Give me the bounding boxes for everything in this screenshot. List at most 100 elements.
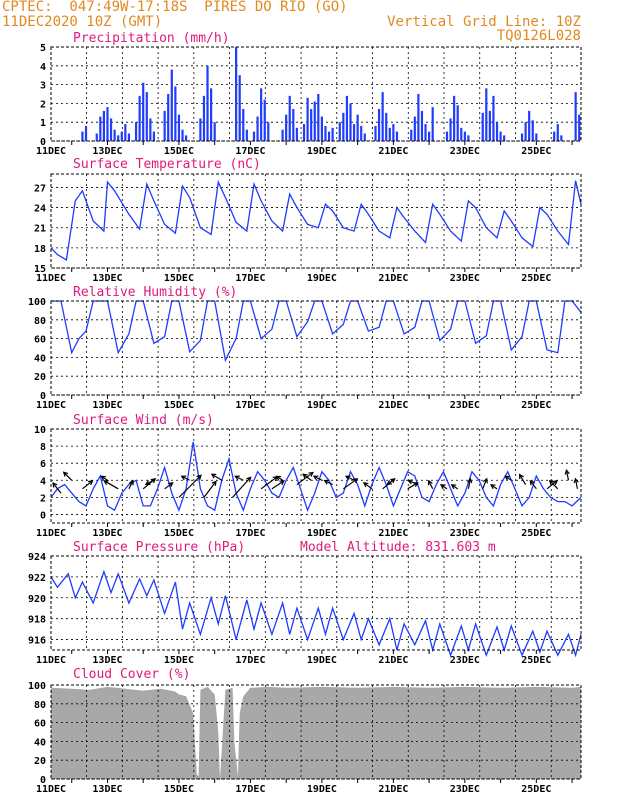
- precip-bar: [528, 110, 531, 141]
- precip-bar: [428, 131, 431, 141]
- precip-bar: [127, 133, 131, 141]
- y-tick-label: 2: [40, 99, 46, 110]
- y-tick-label: 27: [34, 183, 46, 194]
- plot-frame: [50, 555, 582, 651]
- plot-frame: [50, 428, 582, 524]
- y-tick-label: 5: [40, 43, 46, 54]
- precip-bar: [352, 124, 356, 141]
- plot-frame: [50, 46, 582, 142]
- x-tick-label: 25DEC: [521, 528, 551, 539]
- precip-bar: [578, 114, 581, 141]
- precip-bar: [417, 94, 420, 141]
- x-tick-label: 11DEC: [36, 528, 66, 539]
- y-tick-label: 922: [28, 573, 46, 584]
- wind-vector: [211, 473, 223, 481]
- y-tick-label: 0: [40, 775, 46, 786]
- x-tick-label: 17DEC: [235, 528, 265, 539]
- precip-bar: [177, 114, 181, 141]
- wind-vector-head: [439, 484, 446, 490]
- header-location: CPTEC: 047:49W-17:18S PIRES DO RIO (GO): [2, 0, 348, 15]
- wind-vector-head: [103, 480, 109, 485]
- precip-bar: [113, 129, 116, 141]
- precip-bar: [531, 120, 534, 141]
- x-tick-label: 25DEC: [521, 655, 551, 666]
- wind-vector: [52, 482, 62, 494]
- y-tick-label: 6: [40, 459, 46, 470]
- precip-bar: [202, 95, 206, 141]
- wind-vector: [565, 470, 570, 481]
- precip-bar: [467, 135, 470, 141]
- x-tick-label: 19DEC: [307, 400, 337, 411]
- plot-area: [51, 47, 581, 141]
- precip-bar: [431, 107, 434, 141]
- y-tick-label: 4: [40, 62, 46, 73]
- precip-bar: [374, 125, 377, 141]
- precip-bar: [420, 110, 424, 141]
- precip-bar: [206, 65, 209, 141]
- y-tick-label: 1: [40, 118, 46, 129]
- y-tick-label: 918: [28, 615, 46, 626]
- y-tick-label: 20: [34, 372, 46, 383]
- x-tick-label: 23DEC: [450, 784, 480, 795]
- y-tick-label: 2: [40, 493, 46, 504]
- x-tick-label: 21DEC: [378, 528, 408, 539]
- wind-vector-head: [352, 478, 359, 484]
- precip-bar: [81, 131, 84, 141]
- cloud-cover-area: [51, 686, 581, 779]
- x-tick-label: 17DEC: [235, 655, 265, 666]
- wind-vector-head: [87, 480, 94, 486]
- wind-vector: [574, 478, 579, 489]
- wind-vector: [363, 482, 373, 490]
- wind-vector-head: [489, 484, 496, 490]
- precip-bar: [124, 124, 127, 141]
- series-line: [50, 441, 582, 513]
- x-tick-label: 25DEC: [521, 146, 551, 157]
- precip-bar: [535, 133, 538, 141]
- wind-vector: [296, 472, 314, 486]
- panel-title: Relative Humidity (%): [73, 285, 237, 300]
- x-tick-label: 19DEC: [307, 784, 337, 795]
- precip-bar: [295, 127, 298, 141]
- precip-bar: [503, 135, 506, 141]
- x-tick-label: 25DEC: [521, 273, 551, 284]
- precip-bar: [106, 107, 109, 141]
- header-code: TQ0126L028: [496, 28, 581, 44]
- precip-bar: [235, 47, 238, 141]
- wind-vector-head: [128, 479, 134, 486]
- wind-vector: [549, 480, 559, 490]
- x-tick-label: 17DEC: [235, 273, 265, 284]
- precip-bar: [145, 92, 148, 141]
- precip-bar: [302, 124, 306, 141]
- precip-bar: [456, 105, 459, 141]
- precip-bar: [263, 99, 266, 141]
- y-tick-label: 920: [28, 594, 46, 605]
- precip-bar: [324, 125, 327, 141]
- x-tick-label: 15DEC: [164, 273, 194, 284]
- x-tick-label: 11DEC: [36, 784, 66, 795]
- wind-vector: [342, 478, 358, 490]
- precip-bar: [445, 131, 449, 141]
- wind-vector-head: [234, 475, 240, 481]
- wind-vector-head: [275, 475, 282, 481]
- precip-bar: [331, 127, 334, 141]
- panel-title: Precipitation (mm/h): [73, 31, 230, 46]
- wind-vector-head: [504, 475, 510, 481]
- panel-title: Cloud Cover (%): [73, 667, 190, 682]
- precip-bar: [95, 133, 98, 141]
- precip-bar: [84, 125, 88, 141]
- y-tick-label: 18: [34, 244, 46, 255]
- precip-bar: [377, 109, 381, 141]
- precip-bar: [134, 122, 138, 141]
- precip-bar: [120, 131, 123, 141]
- x-tick-label: 13DEC: [92, 655, 122, 666]
- precip-bar: [142, 82, 145, 141]
- precip-bar: [485, 88, 488, 141]
- series-line: [51, 300, 582, 363]
- precip-bar: [252, 131, 256, 141]
- precip-bar: [167, 94, 170, 141]
- y-tick-label: 80: [34, 316, 46, 327]
- precip-bar: [363, 133, 366, 141]
- x-tick-label: 11DEC: [36, 400, 66, 411]
- precip-bar: [149, 118, 152, 141]
- x-tick-label: 19DEC: [307, 528, 337, 539]
